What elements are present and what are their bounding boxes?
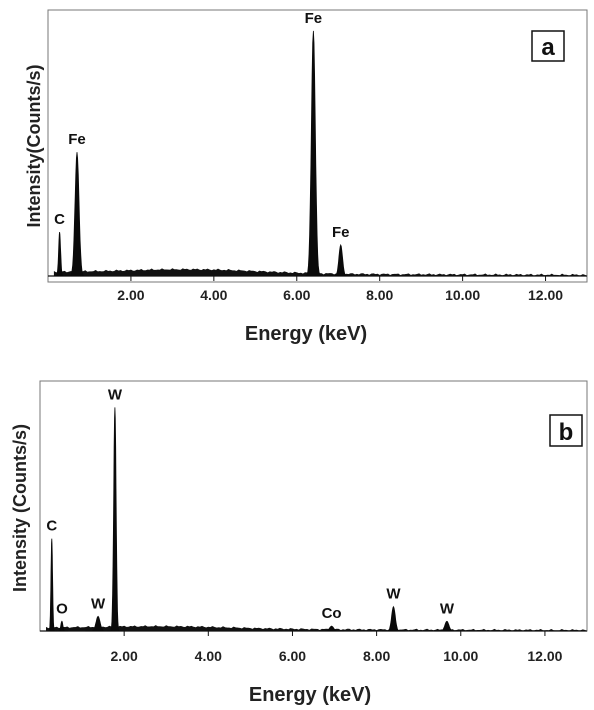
panel-b: 2.00 4.00 6.00 8.00 10.00 12.00 C O W W Co W W b En… (10, 380, 588, 706)
peak-label-co-b-4: Co (322, 605, 342, 622)
panel-label-box-a: a (531, 30, 565, 62)
panel-a: 2.00 4.00 6.00 8.00 10.00 12.00 C Fe Fe Fe a Ene… (24, 9, 588, 345)
peak-o-b-1 (55, 620, 69, 632)
peak-w-b-3 (107, 407, 123, 632)
x-axis-label-a: Energy (keV) (245, 323, 367, 345)
peak-labels-a: C Fe Fe Fe (54, 10, 349, 241)
x-tick-label-a-3: 8.00 (366, 287, 393, 303)
x-tick-label-a-5: 12.00 (528, 287, 563, 303)
spectrum-a (53, 30, 588, 277)
panel-label-a: a (541, 34, 555, 61)
x-axis-label-b: Energy (keV) (249, 684, 371, 706)
peak-label-c-a-0: C (54, 211, 65, 228)
x-tick-label-b-3: 8.00 (363, 648, 390, 664)
panel-label-box-b: b (549, 414, 583, 447)
spectrum-background-b (45, 625, 588, 632)
x-tick-label-a-1: 4.00 (200, 287, 227, 303)
peak-c-a-0 (53, 232, 66, 277)
peak-fe-a-1 (64, 152, 90, 277)
peak-fe-a-3 (329, 243, 352, 277)
peak-w-b-2 (85, 615, 111, 632)
peak-labels-b: C O W W Co W W (46, 386, 454, 622)
spectrum-b (45, 407, 588, 632)
peak-label-w-b-5: W (386, 586, 401, 603)
x-tick-label-a-2: 6.00 (283, 287, 310, 303)
peak-c-b-0 (46, 538, 57, 632)
x-tick-label-b-2: 6.00 (279, 648, 306, 664)
y-axis-label-b: Intensity (Counts/s) (10, 424, 30, 592)
y-axis-label-a: Intensity(Counts/s) (24, 64, 44, 227)
x-ticks-a: 2.00 4.00 6.00 8.00 10.00 12.00 (117, 276, 563, 303)
peak-label-w-b-6: W (440, 600, 455, 617)
peak-fe-a-2 (300, 30, 326, 277)
peak-label-fe-a-2: Fe (305, 10, 323, 27)
x-tick-label-b-5: 12.00 (527, 648, 562, 664)
peak-label-o-b-1: O (56, 600, 68, 617)
x-tick-label-b-1: 4.00 (195, 648, 222, 664)
plot-frame-b (39, 380, 588, 632)
peak-label-fe-a-1: Fe (68, 131, 86, 148)
x-tick-label-b-4: 10.00 (443, 648, 478, 664)
peak-label-c-b-0: C (46, 518, 57, 535)
peak-label-fe-a-3: Fe (332, 224, 350, 241)
peak-label-w-b-2: W (91, 595, 106, 612)
peak-w-b-6 (434, 620, 460, 632)
x-tick-label-b-0: 2.00 (111, 648, 138, 664)
spectrum-background-a (53, 268, 588, 277)
x-tick-label-a-4: 10.00 (445, 287, 480, 303)
x-ticks-b: 2.00 4.00 6.00 8.00 10.00 12.00 (111, 631, 563, 664)
x-tick-label-a-0: 2.00 (117, 287, 144, 303)
panel-label-b: b (559, 419, 574, 446)
peak-w-b-5 (382, 605, 405, 632)
peak-co-b-4 (319, 625, 345, 632)
peak-label-w-b-3: W (108, 386, 123, 403)
